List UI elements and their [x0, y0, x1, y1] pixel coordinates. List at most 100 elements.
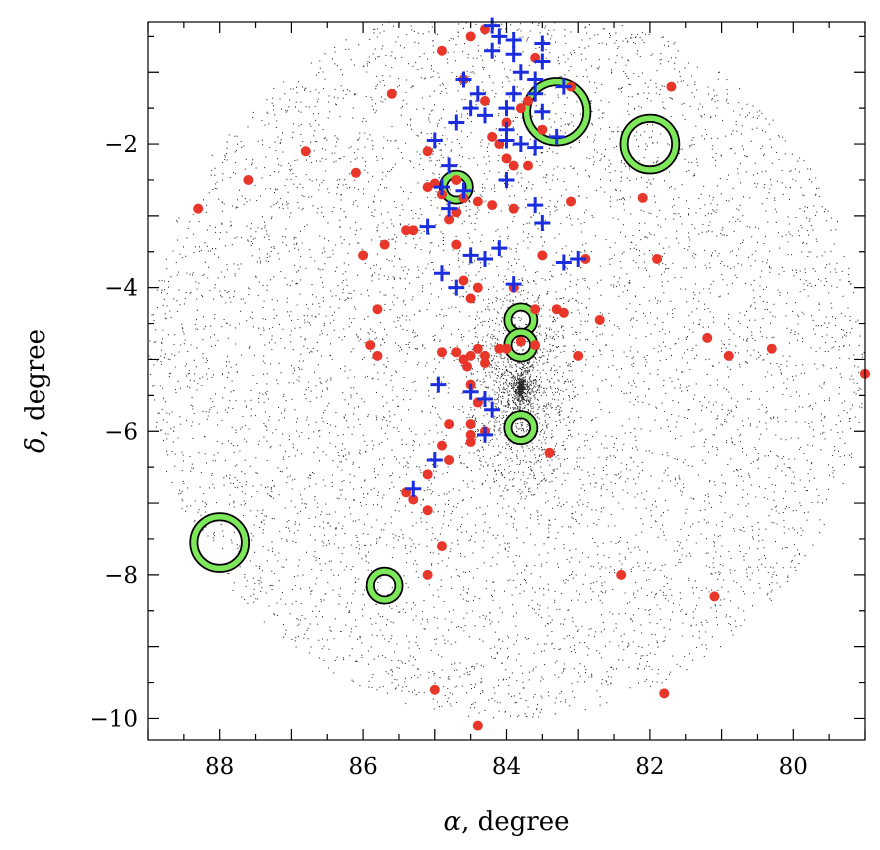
red-dot — [408, 494, 419, 505]
blue-plus — [498, 171, 515, 188]
blue-plus — [455, 182, 472, 199]
blue-plus — [505, 31, 522, 48]
blue-plus-series — [405, 17, 587, 497]
red-dot — [537, 250, 548, 261]
red-dot — [465, 437, 476, 448]
blue-plus — [570, 250, 587, 267]
red-dot — [372, 350, 383, 361]
blue-plus — [534, 53, 551, 70]
field-points — [148, 21, 865, 719]
red-dot — [573, 350, 584, 361]
blue-plus — [527, 71, 544, 88]
red-dot — [436, 541, 447, 552]
blue-plus — [498, 132, 515, 149]
red-dot-series — [193, 24, 870, 731]
red-dot — [444, 454, 455, 465]
ring-marker — [191, 513, 249, 572]
y-tick-labels: −2 −4 −6 −8 −10 — [89, 132, 138, 732]
red-dot — [365, 340, 376, 351]
red-dot — [451, 239, 462, 250]
red-dot — [515, 336, 526, 347]
blue-plus — [433, 179, 450, 196]
red-dot — [422, 146, 433, 157]
blue-plus — [476, 250, 493, 267]
red-dot — [487, 131, 498, 142]
red-dot — [372, 304, 383, 315]
red-dot — [465, 31, 476, 42]
y-axis-unit: , degree — [21, 329, 51, 437]
blue-plus — [527, 197, 544, 214]
blue-plus — [405, 480, 422, 497]
red-dot — [465, 293, 476, 304]
red-dot — [637, 192, 648, 203]
red-dot — [479, 95, 490, 106]
blue-plus — [534, 103, 551, 120]
red-dot — [429, 684, 440, 695]
red-dot — [379, 239, 390, 250]
blue-plus — [484, 401, 501, 418]
blue-plus — [476, 107, 493, 124]
tick-marks — [147, 22, 866, 740]
x-tick-label: 82 — [635, 754, 664, 780]
y-tick-label: −6 — [104, 419, 138, 445]
y-axis-symbol: δ — [21, 437, 51, 453]
blue-plus — [484, 17, 501, 34]
red-dot — [594, 314, 605, 325]
red-dot — [515, 103, 526, 114]
red-dot — [530, 340, 541, 351]
red-dot — [766, 343, 777, 354]
background-star-field — [148, 21, 865, 719]
blue-plus — [441, 200, 458, 217]
red-dot — [530, 304, 541, 315]
red-dot — [479, 358, 490, 369]
red-dot — [544, 447, 555, 458]
blue-plus — [491, 28, 508, 45]
red-dot — [566, 196, 577, 207]
red-dot — [472, 196, 483, 207]
y-axis-title: δ, degree — [21, 329, 51, 453]
x-tick-label: 84 — [492, 754, 521, 780]
red-dot — [558, 307, 569, 318]
x-axis-symbol: α — [444, 807, 462, 837]
blue-plus — [448, 114, 465, 131]
blue-plus — [505, 46, 522, 63]
blue-plus — [433, 265, 450, 282]
blue-plus — [534, 215, 551, 232]
red-dot — [709, 591, 720, 602]
red-dot — [451, 174, 462, 185]
red-dot — [422, 469, 433, 480]
ring-marker-series — [189, 77, 681, 605]
red-dot — [444, 419, 455, 430]
blue-plus — [426, 451, 443, 468]
blue-plus — [491, 240, 508, 257]
red-dot — [494, 343, 505, 354]
blue-plus — [512, 64, 529, 81]
red-dot — [436, 440, 447, 451]
x-tick-labels: 88 86 84 82 80 — [205, 754, 808, 780]
blue-plus — [505, 276, 522, 293]
red-dot — [422, 569, 433, 580]
red-dot — [300, 146, 311, 157]
ring-marker — [621, 115, 679, 173]
red-dot — [444, 214, 455, 225]
blue-plus — [419, 218, 436, 235]
blue-plus — [476, 426, 493, 443]
red-dot — [472, 343, 483, 354]
blue-plus — [476, 390, 493, 407]
blue-plus — [555, 78, 572, 95]
blue-plus — [484, 42, 501, 59]
red-dot — [408, 225, 419, 236]
y-tick-label: −8 — [104, 563, 138, 589]
y-tick-label: −4 — [104, 276, 138, 302]
x-tick-label: 88 — [205, 754, 234, 780]
blue-plus — [555, 254, 572, 271]
blue-plus — [462, 100, 479, 117]
red-dot — [422, 505, 433, 516]
blue-plus — [469, 85, 486, 102]
blue-plus — [462, 247, 479, 264]
x-tick-label: 86 — [348, 754, 377, 780]
x-axis-unit: , degree — [461, 807, 569, 837]
ring-marker — [367, 568, 402, 603]
x-tick-label: 80 — [779, 754, 808, 780]
